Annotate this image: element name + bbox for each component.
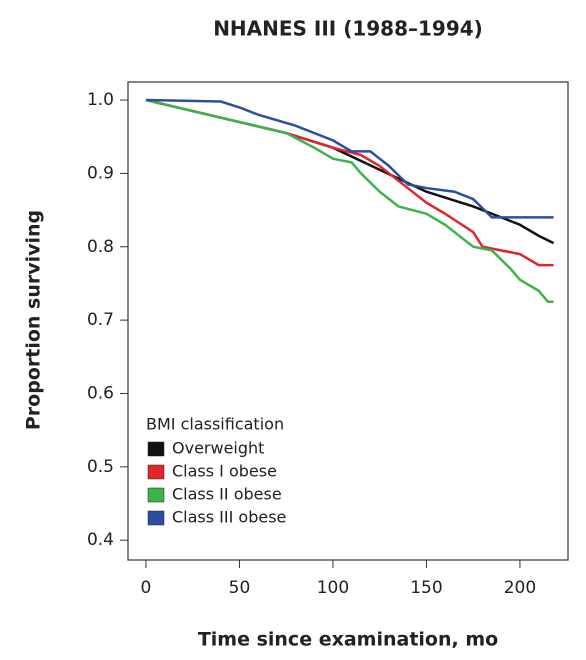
y-tick-label: 0.8 xyxy=(87,237,114,257)
y-tick-label: 1.0 xyxy=(87,90,114,110)
x-tick-label: 200 xyxy=(504,578,536,598)
x-tick-label: 50 xyxy=(229,578,251,598)
chart-title: NHANES III (1988–1994) xyxy=(213,17,483,41)
survival-curve xyxy=(145,98,554,267)
y-tick-label: 0.6 xyxy=(87,383,114,403)
x-tick-label: 150 xyxy=(410,578,442,598)
y-axis-label: Proportion surviving xyxy=(23,210,45,430)
legend-swatch xyxy=(147,441,165,457)
y-tick-label: 0.9 xyxy=(87,163,114,183)
survival-curve xyxy=(145,98,554,219)
legend-swatch xyxy=(147,487,165,503)
x-tick-label: 0 xyxy=(141,578,152,598)
legend-label: Overweight xyxy=(172,439,264,458)
legend-swatch xyxy=(147,464,165,480)
x-tick-label: 100 xyxy=(317,578,349,598)
y-tick-label: 0.4 xyxy=(87,530,114,550)
survival-curve xyxy=(145,98,554,304)
legend-label: Class I obese xyxy=(172,462,277,481)
legend-swatch xyxy=(147,510,165,526)
y-tick-label: 0.7 xyxy=(87,310,114,330)
plot-frame xyxy=(127,81,569,561)
y-tick-label: 0.5 xyxy=(87,457,114,477)
legend-title: BMI classification xyxy=(146,415,284,434)
x-axis-label: Time since examination, mo xyxy=(198,629,498,651)
legend-label: Class II obese xyxy=(172,485,282,504)
legend-label: Class III obese xyxy=(172,508,286,527)
survival-curve xyxy=(145,98,555,245)
